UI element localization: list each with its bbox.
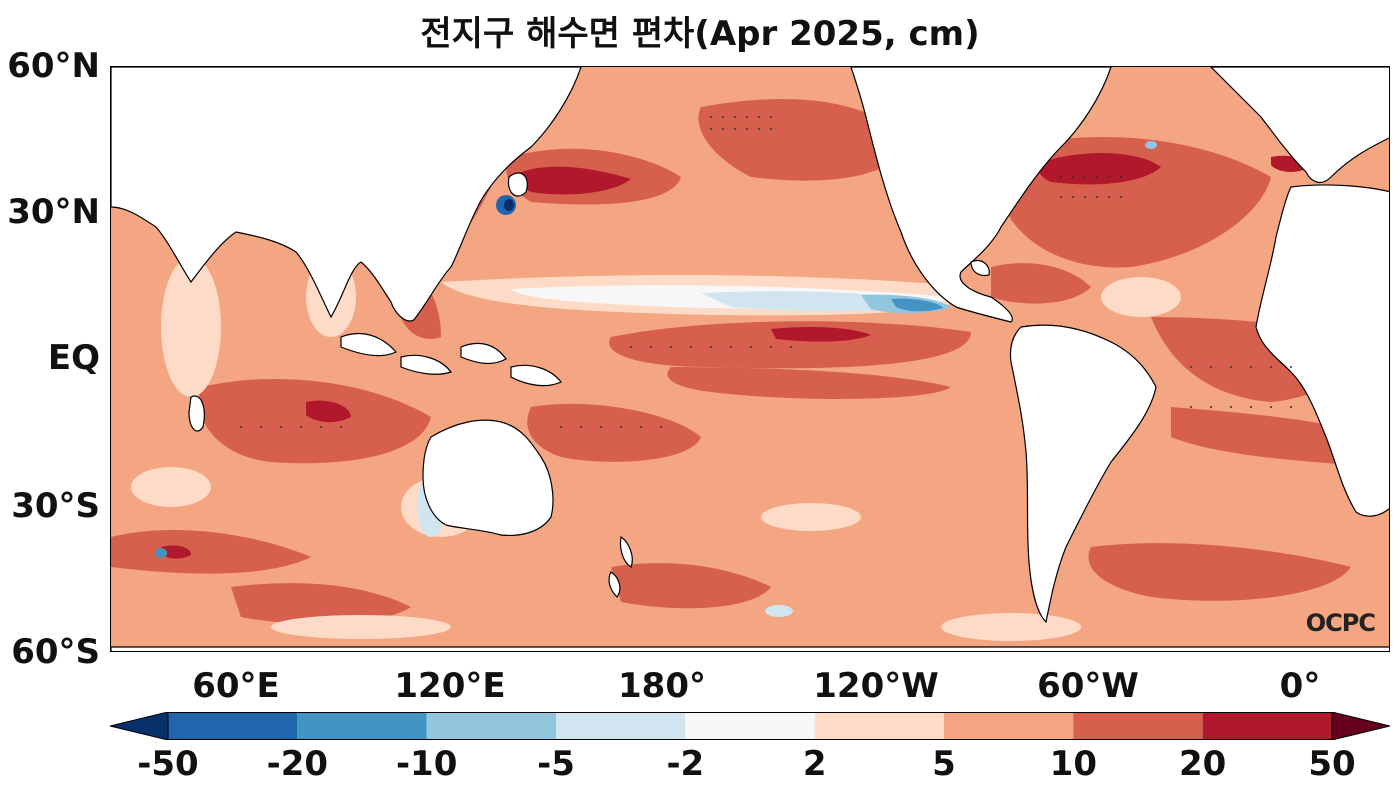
colorbar-tick-label: 2: [802, 744, 827, 784]
colorbar-tick-label: 5: [932, 744, 956, 784]
colorbar-extend-high: [1331, 711, 1391, 741]
sea-level-anomaly-map: OCPC: [110, 66, 1390, 652]
colorbar-tick-label: -10: [395, 744, 458, 784]
colorbar-tick-label: -5: [537, 744, 575, 784]
map-svg: [111, 67, 1389, 651]
x-tick-label-0: 0°: [1279, 666, 1321, 706]
colorbar: [109, 711, 1391, 741]
y-tick-label-30s: 30°S: [11, 486, 100, 526]
colorbar-tick-label: 20: [1178, 744, 1227, 784]
colorbar-svg: [109, 711, 1391, 741]
equatorial-band: [441, 275, 972, 316]
colorbar-tick-label: -2: [666, 744, 705, 784]
colorbar-extend-low: [109, 711, 169, 741]
x-tick-label-120e: 120°E: [394, 666, 506, 706]
colorbar-box: [685, 712, 815, 740]
map-title: 전지구 해수면 편차(Apr 2025, cm): [420, 14, 980, 54]
colorbar-box: [297, 712, 427, 740]
colorbar-box: [426, 712, 556, 740]
colorbar-box: [556, 712, 686, 740]
positive-anomaly-regions: [111, 98, 1381, 624]
colorbar-box: [814, 712, 944, 740]
significance-stipples: [240, 116, 1292, 428]
colorbar-box: [168, 712, 298, 740]
colorbar-tick-label: 50: [1308, 744, 1356, 784]
y-tick-label-60n: 60°N: [7, 46, 100, 86]
colorbar-tick-label: -20: [266, 744, 329, 784]
x-tick-label-120w: 120°W: [813, 666, 939, 706]
y-tick-label-60s: 60°S: [11, 632, 100, 672]
colorbar-box: [944, 712, 1074, 740]
colorbar-tick-label: -50: [137, 744, 199, 784]
x-tick-label-180: 180°: [618, 666, 706, 706]
ocpc-logo: OCPC: [1305, 609, 1376, 637]
y-tick-label-30n: 30°N: [7, 192, 100, 232]
strong-positive-regions: [161, 152, 1306, 559]
land-masses: [111, 67, 1389, 651]
x-tick-label-60w: 60°W: [1037, 666, 1139, 706]
colorbar-tick-label: 10: [1049, 744, 1097, 784]
colorbar-box: [1202, 712, 1332, 740]
colorbar-box: [1073, 712, 1203, 740]
x-tick-label-60e: 60°E: [192, 666, 280, 706]
y-tick-label-eq: EQ: [47, 338, 100, 378]
